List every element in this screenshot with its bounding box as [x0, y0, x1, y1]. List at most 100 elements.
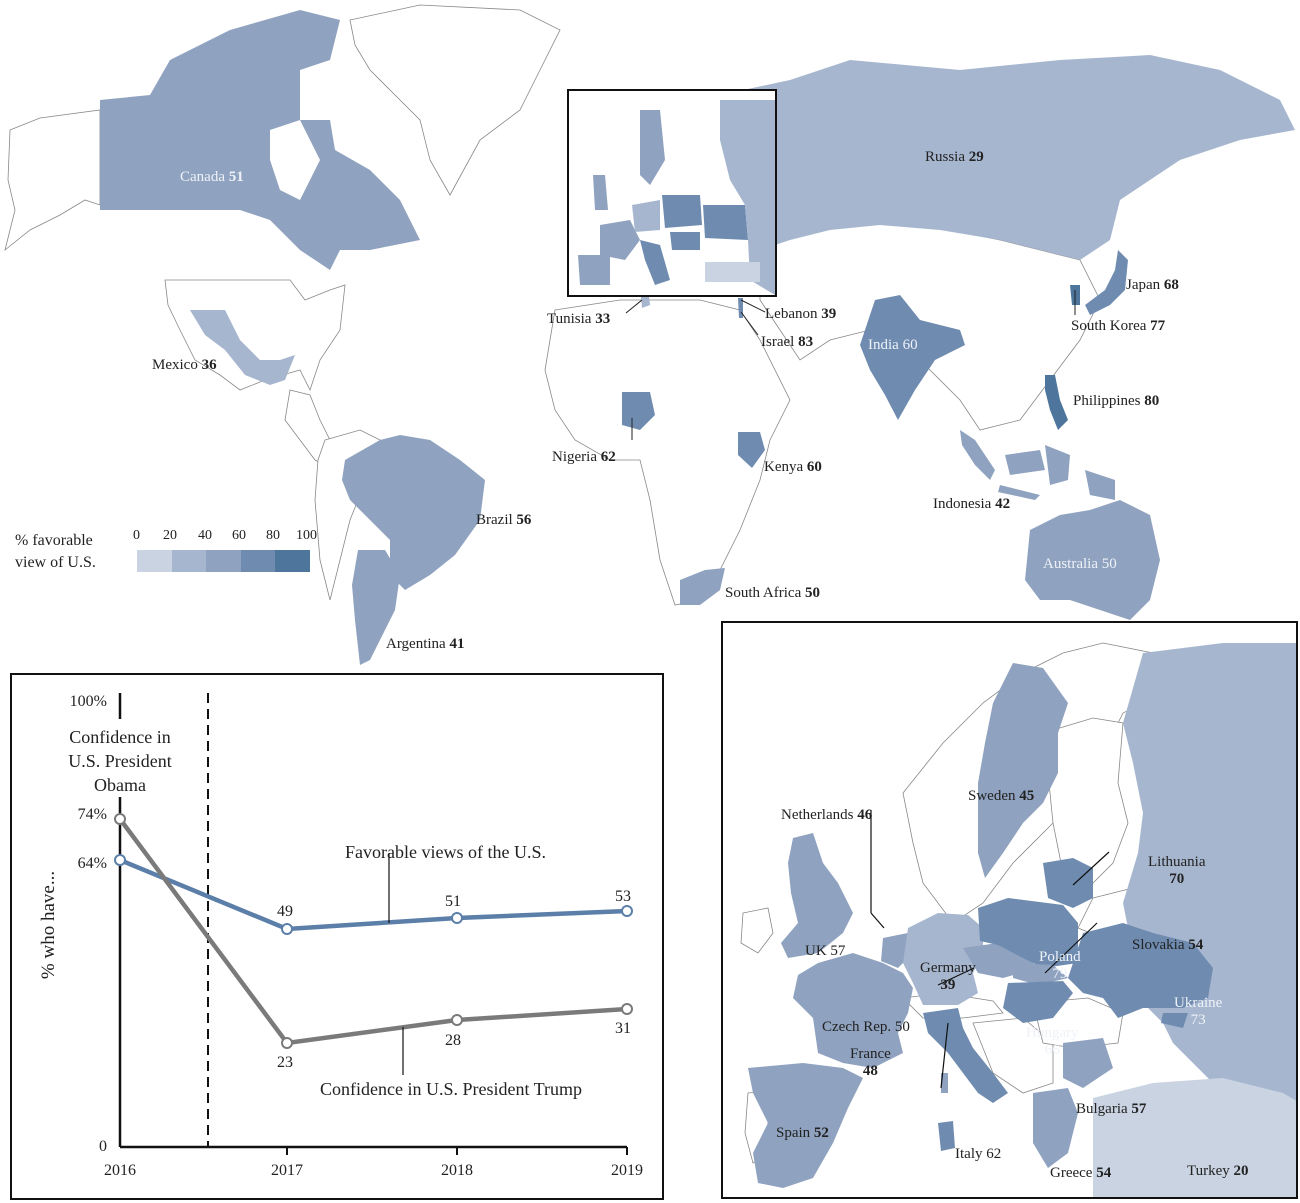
india-shape	[860, 295, 965, 420]
brazil-shape	[342, 435, 485, 590]
legend-title: % favorable view of U.S.	[15, 532, 96, 571]
sweden-shape	[978, 663, 1068, 878]
line-chart-panel: 100% 74% 64% 0 % who have... Confidence …	[10, 673, 664, 1200]
usa-shape	[164, 279, 346, 392]
hudson-bay-shape	[270, 120, 320, 200]
label-mexico: Mexico 36	[152, 357, 217, 373]
argentina-shape	[352, 550, 400, 665]
svg-text:53: 53	[615, 888, 631, 905]
kenya-shape	[738, 432, 765, 468]
label-brazil: Brazil 56	[476, 512, 532, 528]
legend-swatch-40-60	[206, 550, 241, 572]
label-turkey: Turkey 20	[1187, 1163, 1249, 1179]
uk-shape	[781, 833, 853, 958]
legend-swatch-20-40	[171, 550, 206, 572]
canada-shape	[100, 10, 420, 270]
svg-text:2017: 2017	[271, 1162, 303, 1179]
spain-shape	[748, 1063, 863, 1188]
europe-mini-map	[569, 91, 775, 295]
svg-text:64%: 64%	[78, 855, 107, 872]
svg-text:Confidence in: Confidence in	[69, 727, 170, 747]
france-shape	[793, 953, 913, 1068]
svg-text:28: 28	[445, 1032, 461, 1049]
ukraine-shape	[1068, 923, 1213, 1018]
label-spain: Spain 52	[776, 1125, 829, 1141]
svg-text:2016: 2016	[104, 1162, 136, 1179]
legend-swatch-60-80	[240, 550, 275, 572]
label-south-africa: South Africa 50	[725, 585, 820, 601]
label-nigeria: Nigeria 62	[552, 449, 616, 465]
poland-shape	[978, 898, 1078, 968]
europe-inset-panel: Sweden 45 Netherlands 46 Lithuania 70 UK …	[721, 621, 1298, 1199]
label-israel: Israel 83	[761, 334, 814, 350]
svg-text:31: 31	[615, 1020, 631, 1037]
svg-text:2018: 2018	[441, 1162, 473, 1179]
label-greece: Greece 54	[1050, 1165, 1112, 1181]
svg-text:51: 51	[445, 893, 461, 910]
italy-shape	[923, 1008, 1008, 1103]
label-indonesia: Indonesia 42	[933, 496, 1011, 512]
label-ukraine: Ukraine 73	[1174, 995, 1223, 1029]
svg-text:2019: 2019	[611, 1162, 643, 1179]
svg-text:23: 23	[277, 1054, 293, 1071]
label-hungary: Hungary 66	[1026, 1025, 1079, 1059]
svg-text:74%: 74%	[78, 806, 107, 823]
label-philippines: Philippines 80	[1073, 393, 1160, 409]
legend-color-scale	[137, 550, 310, 572]
europe-inset-map	[740, 642, 1296, 1197]
label-japan: Japan 68	[1126, 277, 1179, 293]
germany-shape	[903, 913, 983, 1005]
label-germany: Germany 39	[920, 960, 976, 994]
japan-shape	[1085, 250, 1128, 315]
svg-text:Confidence in U.S. President T: Confidence in U.S. President Trump	[320, 1079, 582, 1099]
svg-text:Obama: Obama	[94, 775, 146, 795]
label-russia: Russia 29	[925, 149, 984, 165]
label-sweden: Sweden 45	[968, 788, 1035, 804]
label-italy: Italy 62	[955, 1146, 1002, 1162]
legend-ticks: 0 20 40 60 80 100	[133, 528, 317, 543]
philippines-shape	[1045, 375, 1068, 430]
svg-text:Favorable views of the U.S.: Favorable views of the U.S.	[345, 842, 546, 862]
svg-text:100%: 100%	[70, 693, 107, 710]
russia-shape	[720, 55, 1295, 260]
svg-text:49: 49	[277, 903, 293, 920]
indonesia-shape	[960, 430, 1115, 500]
mexico-shape	[190, 310, 295, 385]
label-tunisia: Tunisia 33	[547, 311, 611, 327]
nigeria-shape	[622, 392, 655, 430]
label-poland: Poland 79	[1039, 949, 1081, 983]
label-lithuania: Lithuania 70	[1148, 854, 1206, 888]
alaska-shape	[4, 109, 101, 252]
svg-text:U.S. President: U.S. President	[68, 751, 172, 771]
greece-shape	[1033, 1088, 1078, 1168]
greenland-shape	[349, 4, 561, 196]
label-canada: Canada 51	[180, 169, 244, 185]
svg-text:% who have...: % who have...	[38, 871, 59, 979]
hungary-shape	[1003, 981, 1073, 1023]
label-kenya: Kenya 60	[764, 459, 822, 475]
label-france: France 48	[850, 1046, 891, 1080]
label-uk: UK 57	[805, 943, 846, 959]
label-south-korea: South Korea 77	[1071, 318, 1166, 334]
south-africa-shape	[680, 568, 725, 605]
bulgaria-shape	[1063, 1038, 1113, 1088]
label-australia: Australia 50	[1043, 556, 1117, 572]
label-czech: Czech Rep. 50	[822, 1019, 910, 1035]
svg-text:0: 0	[99, 1138, 107, 1155]
label-netherlands: Netherlands 46	[781, 807, 873, 823]
slovakia-shape	[1013, 963, 1068, 985]
legend-swatch-80-100	[275, 550, 310, 572]
australia-shape	[1025, 500, 1160, 620]
label-lebanon: Lebanon 39	[765, 306, 837, 322]
turkey-shape	[1093, 1078, 1296, 1197]
legend-swatch-0-20	[137, 550, 172, 572]
label-bulgaria: Bulgaria 57	[1076, 1101, 1147, 1117]
label-argentina: Argentina 41	[386, 636, 465, 652]
russia-inset-shape	[1123, 643, 1296, 1193]
europe-locator-box	[567, 89, 777, 297]
line-chart: 100% 74% 64% 0 % who have... Confidence …	[38, 693, 643, 1179]
lithuania-shape	[1043, 858, 1093, 908]
label-slovakia: Slovakia 54	[1132, 937, 1204, 953]
